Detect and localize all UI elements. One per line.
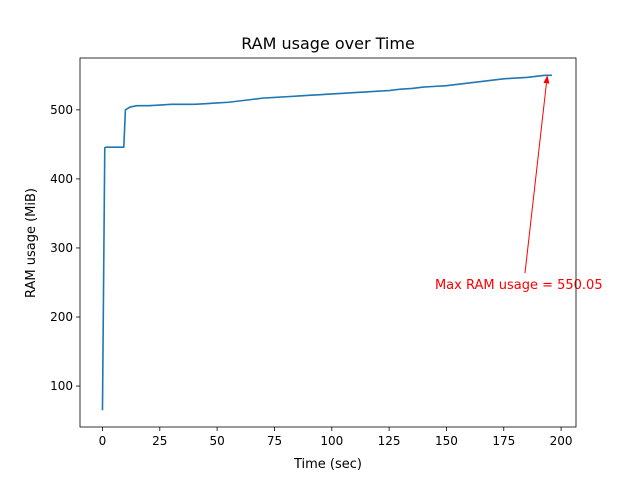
plot-area: 0 25 50 75 100 125 150 175 200 100 200 300 400 500 Max… [50,57,603,448]
x-tick-label: 0 [99,434,107,448]
axes-frame [79,57,577,428]
x-axis-label: Time (sec) [293,457,362,472]
y-tick-label: 400 [50,172,73,186]
chart-title: RAM usage over Time [241,34,415,53]
y-tick-label: 100 [50,379,73,393]
x-tick-label: 25 [152,434,167,448]
y-axis-label: RAM usage (MiB) [24,188,39,298]
x-tick-label: 200 [550,434,573,448]
y-tick-label: 200 [50,310,73,324]
ram-usage-line [101,74,552,411]
annotation-max-ram: Max RAM usage = 550.05 [435,278,603,293]
y-tick-label: 500 [50,103,73,117]
annotation-arrow-shaft [524,83,547,274]
x-tick-label: 100 [320,434,343,448]
x-tick-label: 175 [492,434,515,448]
x-tick-label: 75 [267,434,282,448]
x-tick-label: 150 [435,434,458,448]
x-tick-label: 50 [209,434,224,448]
annotation-arrow-head [543,75,550,84]
x-tick-label: 125 [378,434,401,448]
y-tick-label: 300 [50,241,73,255]
